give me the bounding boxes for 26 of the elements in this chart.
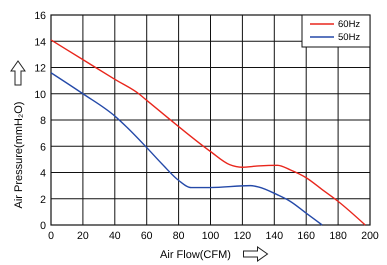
- y-tick-label: 12: [34, 62, 46, 74]
- x-tick-label: 100: [202, 230, 220, 242]
- y-tick-label: 2: [40, 194, 46, 206]
- x-tick-label: 60: [140, 230, 153, 242]
- x-tick-label: 140: [266, 230, 284, 242]
- y-tick-label: 10: [34, 88, 46, 101]
- x-tick-label: 160: [297, 230, 316, 242]
- line-series: [50, 39, 366, 226]
- x-tick-label: 120: [234, 230, 252, 242]
- y-tick-label: 0: [40, 220, 46, 232]
- x-tick-label: 40: [108, 230, 121, 242]
- x-axis-title: Air Flow(CFM): [160, 249, 231, 261]
- x-tick-label: 180: [329, 230, 348, 242]
- x-tick-label: 200: [361, 230, 379, 242]
- y-tick-label: 8: [40, 115, 46, 127]
- line-series: [50, 72, 323, 226]
- x-tick-label: 80: [172, 230, 185, 242]
- y-axis-title: Air Pressure(mmH₂O): [13, 102, 25, 208]
- x-tick-label: 0: [48, 230, 54, 242]
- y-tick-label: 6: [40, 141, 46, 154]
- y-tick-label: 16: [34, 10, 46, 22]
- x-tick-label: 20: [77, 230, 89, 242]
- legend-label: 50Hz: [338, 32, 360, 43]
- legend-label: 60Hz: [338, 19, 360, 30]
- y-tick-label: 14: [34, 36, 46, 48]
- y-tick-label: 4: [40, 168, 46, 180]
